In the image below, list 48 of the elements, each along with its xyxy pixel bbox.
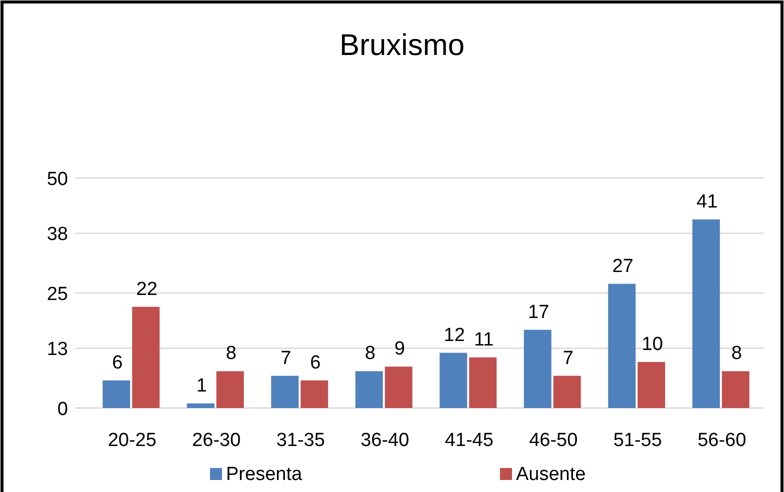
bar xyxy=(186,403,214,408)
bar xyxy=(524,330,552,408)
bar xyxy=(553,376,581,408)
bar xyxy=(722,371,750,408)
bar xyxy=(608,284,636,408)
x-tick-label: 56-60 xyxy=(698,430,746,451)
bar xyxy=(102,380,130,408)
data-label: 8 xyxy=(364,343,376,364)
bar xyxy=(132,306,160,408)
data-label: 7 xyxy=(562,348,574,369)
data-label: 27 xyxy=(612,256,634,277)
bar xyxy=(469,357,497,408)
bar xyxy=(440,352,468,408)
bar xyxy=(638,362,666,408)
data-label: 22 xyxy=(136,278,158,300)
data-label: 11 xyxy=(474,329,494,350)
y-tick-label: 0 xyxy=(57,399,68,420)
data-label: 12 xyxy=(444,324,465,346)
legend-label: Ausente xyxy=(516,464,586,485)
x-tick-label: 46-50 xyxy=(529,430,578,451)
bar xyxy=(355,371,383,408)
data-label: 7 xyxy=(280,348,292,369)
bar xyxy=(692,219,720,408)
y-tick-label: 38 xyxy=(46,224,68,246)
data-label: 6 xyxy=(310,352,321,374)
bar xyxy=(384,366,412,408)
data-label: 17 xyxy=(528,302,550,323)
bar xyxy=(300,380,328,408)
y-tick-label: 13 xyxy=(46,339,68,360)
data-label: 1 xyxy=(196,375,207,396)
data-label: 6 xyxy=(112,352,123,374)
x-tick-label: 31-35 xyxy=(276,430,325,451)
data-label: 41 xyxy=(696,191,718,212)
x-tick-label: 41-45 xyxy=(444,430,494,451)
chart-title: Bruxismo xyxy=(339,29,465,62)
x-tick-label: 36-40 xyxy=(360,430,410,451)
bar xyxy=(271,376,299,408)
legend-label: Presenta xyxy=(226,464,302,485)
data-label: 10 xyxy=(642,334,663,355)
y-tick-label: 50 xyxy=(46,169,68,190)
x-tick-label: 26-30 xyxy=(192,430,241,451)
data-label: 8 xyxy=(226,343,236,364)
x-tick-label: 51-55 xyxy=(613,430,662,451)
y-tick-label: 25 xyxy=(46,284,68,305)
x-tick-label: 20-25 xyxy=(108,430,156,451)
bar xyxy=(216,371,244,408)
data-label: 9 xyxy=(394,338,405,360)
data-label: 8 xyxy=(731,343,742,364)
